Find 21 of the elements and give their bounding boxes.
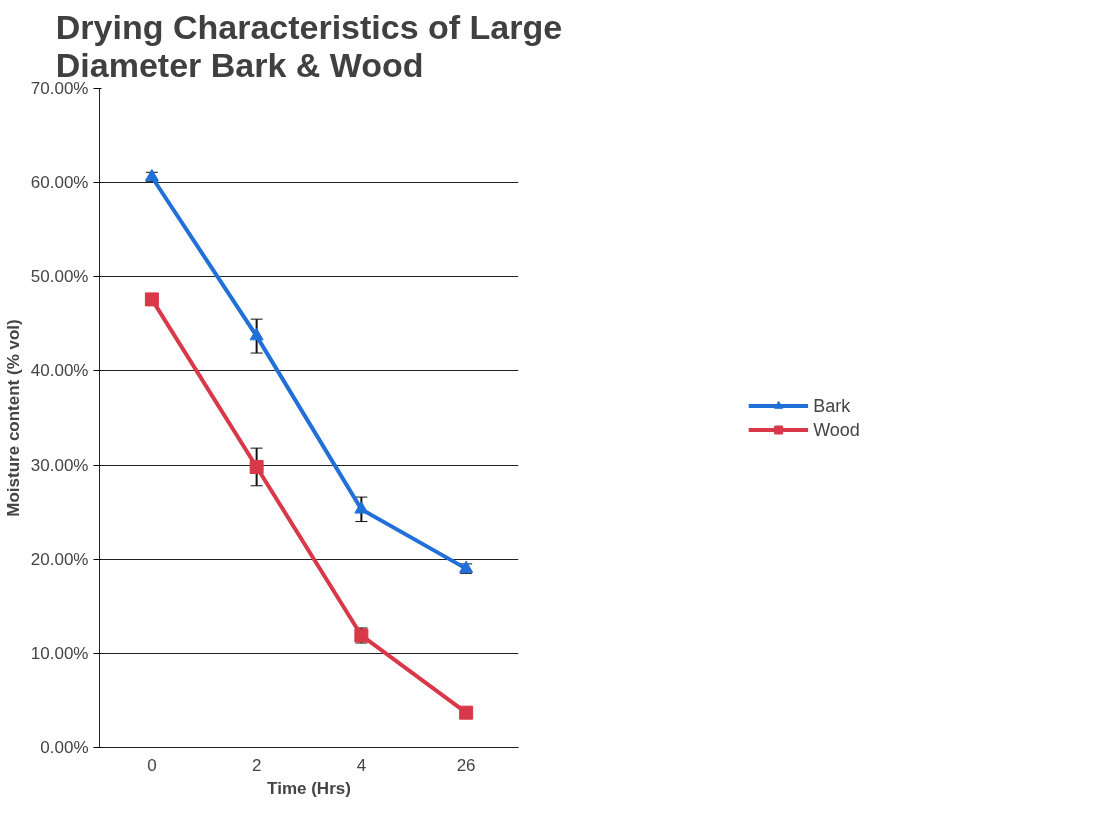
y-axis-title: Moisture content (% vol) [3,319,23,517]
y-tick-label: 40.00% [30,361,89,381]
y-tick-label: 50.00% [30,267,89,287]
x-tick-label: 4 [356,755,367,775]
x-tick-label: 26 [456,755,476,775]
legend-label: Bark [813,395,851,416]
x-axis-title: Time (Hrs) [267,778,351,798]
point [354,501,369,514]
y-tick-label: 10.00% [30,643,89,663]
y-tick-label: 20.00% [30,549,89,569]
point [459,705,474,720]
y-tick-label: 70.00% [30,79,89,98]
y-tick-label: 0.00% [40,738,89,757]
legend-label: Wood [813,419,860,440]
point [249,459,264,474]
point [249,328,264,341]
x-tick-label: 2 [251,755,262,775]
y-tick-label: 60.00% [30,173,89,193]
point [144,292,159,307]
x-tick-label: 0 [147,755,157,775]
y-tick-label: 30.00% [30,455,89,475]
